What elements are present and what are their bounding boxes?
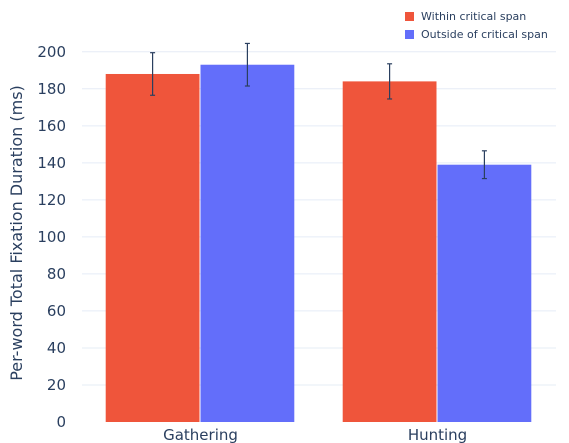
y-tick-label: 20 <box>47 376 66 394</box>
legend[interactable]: Within critical span Outside of critical … <box>405 10 548 41</box>
y-tick-label: 0 <box>56 413 66 431</box>
y-tick-label: 40 <box>47 339 66 357</box>
legend-item-label[interactable]: Within critical span <box>421 10 526 23</box>
y-tick-label: 100 <box>37 228 66 246</box>
y-axis-ticks: 0 20 40 60 80 100 120 140 160 180 200 <box>37 43 66 431</box>
bars <box>105 64 532 423</box>
y-tick-label: 120 <box>37 191 66 209</box>
bar[interactable] <box>200 64 295 422</box>
y-tick-label: 60 <box>47 302 66 320</box>
x-tick-label: Gathering <box>163 426 238 443</box>
bar[interactable] <box>342 81 437 422</box>
legend-item-label[interactable]: Outside of critical span <box>421 28 548 41</box>
bar[interactable] <box>437 164 532 423</box>
y-tick-label: 140 <box>37 154 66 172</box>
x-tick-label: Hunting <box>408 426 467 443</box>
y-tick-label: 180 <box>37 80 66 98</box>
bar[interactable] <box>105 73 200 423</box>
y-tick-label: 160 <box>37 117 66 135</box>
error-bars <box>150 42 487 180</box>
y-tick-label: 200 <box>37 43 66 61</box>
y-axis-label: Per-word Total Fixation Duration (ms) <box>7 85 26 381</box>
legend-swatch <box>405 12 414 21</box>
legend-swatch <box>405 30 414 39</box>
x-axis-ticks: Gathering Hunting <box>163 426 467 443</box>
y-tick-label: 80 <box>47 265 66 283</box>
